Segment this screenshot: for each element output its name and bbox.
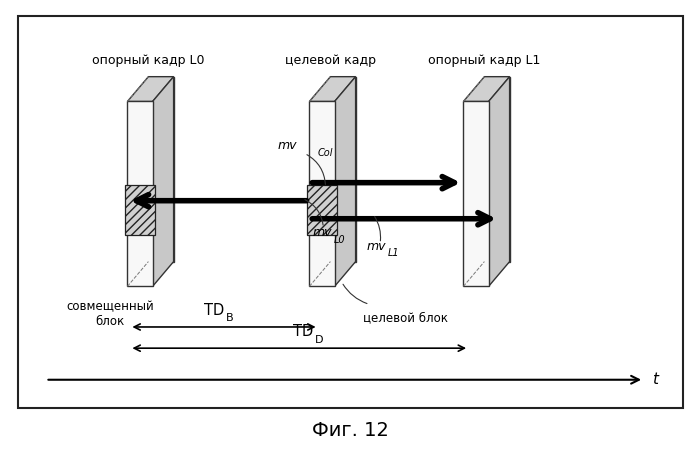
- Text: опорный кадр L0: опорный кадр L0: [92, 54, 204, 67]
- Polygon shape: [148, 77, 174, 262]
- Text: совмещенный
блок: совмещенный блок: [66, 300, 154, 328]
- Text: L0: L0: [334, 235, 346, 245]
- Text: B: B: [225, 313, 233, 323]
- Text: L1: L1: [388, 249, 400, 258]
- Polygon shape: [127, 77, 174, 101]
- Polygon shape: [309, 101, 335, 286]
- Text: mv: mv: [366, 239, 386, 253]
- Text: mv: mv: [278, 139, 298, 152]
- Text: TD: TD: [204, 303, 224, 318]
- Text: D: D: [315, 335, 323, 345]
- Polygon shape: [153, 77, 174, 286]
- Polygon shape: [335, 77, 356, 286]
- Text: Фиг. 12: Фиг. 12: [312, 421, 388, 440]
- Polygon shape: [463, 101, 489, 286]
- Bar: [307, 185, 337, 235]
- Text: t: t: [652, 372, 659, 387]
- Polygon shape: [484, 77, 510, 262]
- Polygon shape: [127, 101, 153, 286]
- Text: опорный кадр L1: опорный кадр L1: [428, 54, 540, 67]
- FancyBboxPatch shape: [18, 16, 682, 408]
- Polygon shape: [309, 77, 356, 101]
- Text: целевой блок: целевой блок: [363, 311, 447, 324]
- Polygon shape: [330, 77, 356, 262]
- Text: целевой кадр: целевой кадр: [285, 54, 376, 67]
- Text: mv: mv: [313, 226, 332, 239]
- Text: TD: TD: [293, 324, 314, 339]
- Bar: [125, 185, 155, 235]
- Polygon shape: [463, 77, 510, 101]
- Text: Col: Col: [317, 148, 332, 158]
- Polygon shape: [489, 77, 510, 286]
